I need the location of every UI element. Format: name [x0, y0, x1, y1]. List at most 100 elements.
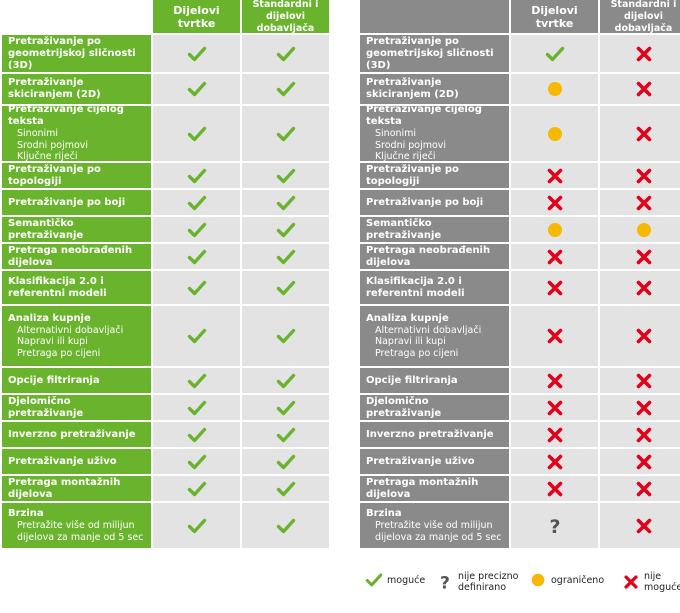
feature-label: Semantičko pretraživanje	[360, 217, 509, 242]
company-parts-value: ?	[511, 503, 598, 548]
standard-parts-value	[600, 503, 680, 548]
check-icon	[276, 46, 295, 61]
feature-title: geometrijskoj sličnosti (3D)	[366, 47, 494, 71]
feature-title: Inverzno pretraživanje	[8, 428, 136, 440]
cross-icon	[547, 373, 562, 388]
feature-label: Brzina Pretražite više od milijun dijelova…	[360, 503, 509, 548]
company-parts-value	[511, 395, 598, 420]
feature-title: Pretraživanje po boji	[8, 196, 126, 208]
legend-label-line: definirano	[458, 582, 507, 593]
cross-icon	[636, 195, 651, 210]
check-icon	[187, 249, 206, 264]
feature-label: Semantičko pretraživanje	[2, 217, 151, 242]
feature-label: Pretraživanje po topologiji	[360, 163, 509, 188]
cross-icon	[547, 427, 562, 442]
cross-icon	[636, 126, 651, 141]
check-icon	[187, 81, 206, 97]
cross-icon	[636, 328, 651, 344]
header-standard-parts-line2: dijelovi dobavljača	[614, 10, 673, 34]
svg-text:?: ?	[440, 573, 450, 591]
feature-title: Klasifikacija 2.0 i	[366, 275, 462, 287]
check-icon	[187, 373, 206, 388]
company-parts-value	[153, 74, 240, 104]
check-icon	[276, 481, 295, 496]
cross-icon	[636, 400, 651, 415]
check-icon	[276, 454, 295, 469]
feature-label: Djelomično pretraživanje	[2, 395, 151, 420]
cross-icon	[547, 280, 562, 295]
cross-icon	[547, 454, 562, 469]
check-icon	[276, 195, 295, 210]
feature-title: Pretraživanje	[366, 77, 442, 88]
feature-title: referentni modeli	[366, 287, 465, 299]
question-mark-icon: ?	[549, 516, 560, 536]
header-blank	[360, 0, 509, 33]
feature-label: Opcije filtriranja	[2, 368, 151, 393]
standard-parts-value	[242, 271, 329, 304]
feature-title: Pretraživanje po	[8, 35, 101, 47]
standard-parts-value	[600, 476, 680, 501]
standard-parts-value	[242, 422, 329, 447]
feature-label: Pretraživanje uživo	[360, 449, 509, 474]
cross-icon	[636, 454, 651, 469]
cross-icon	[636, 81, 651, 97]
cross-icon	[547, 249, 562, 264]
feature-label: Klasifikacija 2.0 i referentni modeli	[360, 271, 509, 304]
check-icon	[276, 518, 295, 533]
header-company-parts: Dijelovi tvrtke	[511, 0, 598, 33]
check-icon	[545, 46, 564, 61]
header-blank	[2, 0, 151, 33]
company-parts-value	[153, 35, 240, 72]
feature-subitem: Srodni pojmovi	[17, 139, 89, 151]
limited-circle-icon	[547, 222, 562, 237]
check-icon	[276, 328, 295, 344]
legend-label-line: nije precizno	[458, 571, 519, 582]
feature-label: Inverzno pretraživanje	[2, 422, 151, 447]
company-parts-value	[153, 244, 240, 269]
standard-parts-value	[242, 190, 329, 215]
company-parts-value	[511, 422, 598, 447]
check-icon	[187, 126, 206, 141]
header-standard-parts-line1: Standardni i	[252, 0, 319, 10]
feature-subitem: Ključne riječi	[375, 151, 436, 163]
legend-label: ograničeno	[551, 575, 604, 586]
company-parts-value	[153, 271, 240, 304]
legend-label: nije precizno definirano	[458, 571, 518, 593]
check-icon	[365, 573, 383, 587]
feature-title: Pretraživanje po	[366, 35, 459, 47]
feature-subitem: Alternativni dobavljači	[17, 324, 124, 336]
feature-title: geometrijskoj sličnosti (3D)	[8, 47, 136, 71]
feature-label: Klasifikacija 2.0 i referentni modeli	[2, 271, 151, 304]
feature-label: Brzina Pretražite više od milijun dijelova…	[2, 503, 151, 548]
feature-title: Pretraživanje uživo	[366, 455, 475, 467]
limited-circle-icon	[531, 573, 545, 587]
standard-parts-value	[242, 306, 329, 366]
feature-subitem: Napravi ili kupi	[17, 336, 88, 348]
company-parts-value	[511, 449, 598, 474]
feature-label: Pretraga montažnih dijelova	[360, 476, 509, 501]
header-standard-parts-line1: Standardni i	[610, 0, 677, 10]
feature-title: Pretraživanje cijelog teksta	[366, 104, 482, 128]
legend-item-question: ? nije precizno definirano	[436, 571, 518, 593]
check-icon	[187, 427, 206, 442]
check-icon	[187, 481, 206, 496]
company-parts-value	[511, 190, 598, 215]
header-standard-parts: Standardni i dijelovi dobavljača	[242, 0, 329, 34]
feature-label: Pretraživanje cijelog teksta Sinonimi Srod…	[360, 104, 509, 163]
cross-icon	[624, 575, 638, 589]
check-icon	[187, 454, 206, 469]
legend-label: nije moguće	[644, 571, 680, 593]
standard-parts-value	[600, 244, 680, 269]
cross-icon	[636, 481, 651, 496]
standard-parts-value	[242, 217, 329, 242]
feature-label: Analiza kupnje Alternativni dobavljači Nap…	[360, 306, 509, 366]
company-parts-value	[511, 244, 598, 269]
company-parts-value	[153, 190, 240, 215]
feature-label: Pretraga neobrađenih dijelova	[360, 244, 509, 269]
limited-circle-icon	[547, 126, 562, 141]
cross-icon	[636, 373, 651, 388]
legend-label-line: moguće	[387, 574, 426, 586]
feature-title: Pretraživanje	[8, 77, 84, 88]
check-icon	[276, 126, 295, 141]
feature-label: Pretraživanje po topologiji	[2, 163, 151, 188]
